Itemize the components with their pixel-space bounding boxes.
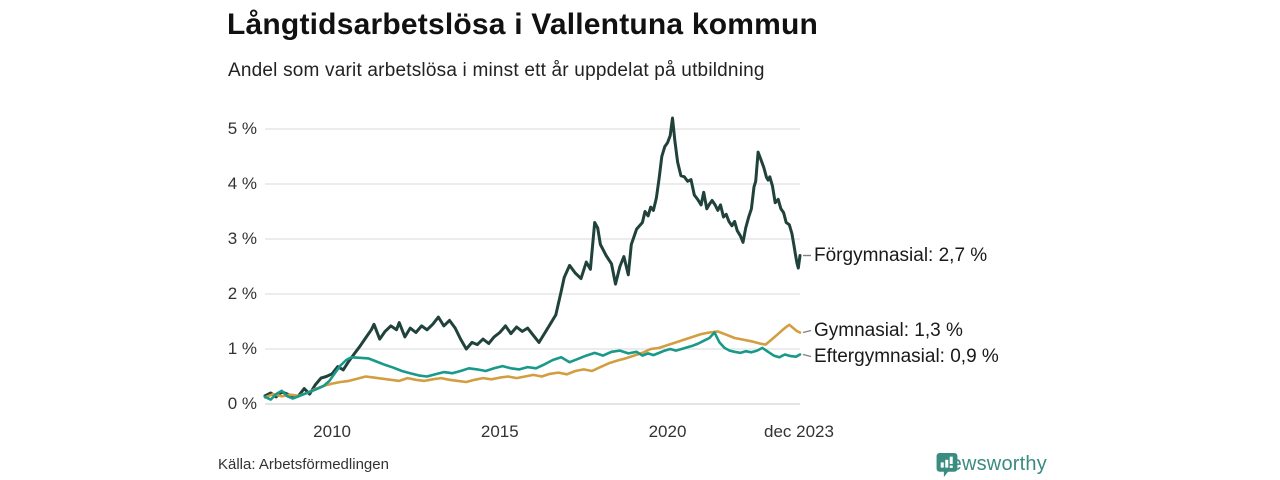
x-tick-label: 2010 — [313, 422, 351, 441]
x-tick-label: dec 2023 — [764, 422, 834, 441]
series-line-Gymnasial — [263, 323, 802, 399]
page-title: Långtidsarbetslösa i Vallentuna kommun — [227, 8, 819, 41]
source-note: Källa: Arbetsförmedlingen — [218, 456, 389, 473]
label-connector — [802, 329, 812, 334]
newsworthy-logo: Newsworthy — [936, 453, 1047, 477]
bar-chart-bubble-icon — [936, 453, 958, 477]
chart-subtitle: Andel som varit arbetslösa i minst ett å… — [228, 60, 765, 81]
y-tick-label: 4 % — [227, 174, 257, 193]
y-tick-label: 1 % — [227, 339, 257, 358]
newsworthy-wordmark: Newsworthy — [936, 453, 1047, 475]
label-connector — [802, 353, 812, 358]
y-tick-label: 2 % — [227, 284, 257, 303]
series-line-Forgymnasial — [263, 116, 802, 399]
y-tick-label: 0 % — [227, 394, 257, 413]
series-end-label-Forgymnasial: Förgymnasial: 2,7 % — [814, 244, 988, 266]
y-tick-label: 3 % — [227, 229, 257, 248]
series-end-label-Gymnasial: Gymnasial: 1,3 % — [814, 319, 963, 341]
x-tick-label: 2015 — [480, 422, 519, 441]
series-end-label-Eftergymnasial: Eftergymnasial: 0,9 % — [814, 345, 999, 367]
y-tick-label: 5 % — [227, 119, 257, 138]
x-tick-label: 2020 — [648, 422, 687, 441]
series-line-Eftergymnasial — [263, 331, 802, 401]
